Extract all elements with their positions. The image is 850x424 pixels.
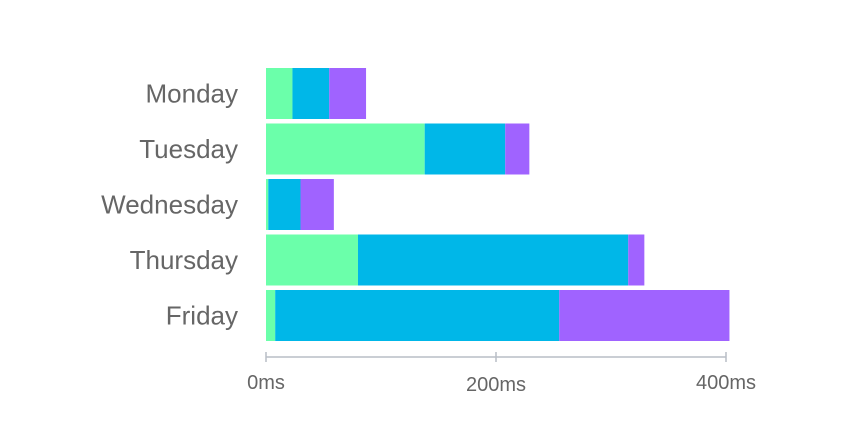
bar-monday-segment-1 bbox=[266, 68, 293, 119]
bar-thursday-segment-2 bbox=[358, 234, 629, 286]
bar-wednesday-segment-3 bbox=[300, 179, 334, 230]
bar-thursday-segment-3 bbox=[628, 234, 645, 286]
x-tick-label-400: 400ms bbox=[696, 372, 756, 394]
x-tick-label-200: 200ms bbox=[466, 374, 526, 396]
bars-group bbox=[266, 68, 730, 341]
bar-tuesday-segment-1 bbox=[266, 123, 425, 175]
bar-monday-segment-2 bbox=[292, 68, 330, 119]
bar-thursday-segment-1 bbox=[266, 234, 358, 286]
category-label-monday: Monday bbox=[146, 79, 239, 109]
bar-friday-segment-2 bbox=[275, 290, 560, 341]
bar-tuesday-segment-3 bbox=[505, 123, 530, 175]
x-axis-ticks: 0ms 200ms 400ms bbox=[247, 352, 756, 396]
category-label-friday: Friday bbox=[166, 301, 238, 331]
category-label-tuesday: Tuesday bbox=[139, 134, 238, 164]
bar-monday-segment-3 bbox=[329, 68, 367, 119]
x-tick-label-0: 0ms bbox=[247, 372, 285, 394]
category-label-thursday: Thursday bbox=[130, 245, 238, 275]
bar-tuesday-segment-2 bbox=[424, 123, 506, 175]
bar-wednesday-segment-1 bbox=[266, 179, 269, 230]
bar-friday-segment-3 bbox=[559, 290, 730, 341]
bar-friday-segment-1 bbox=[266, 290, 276, 341]
bar-wednesday-segment-2 bbox=[268, 179, 301, 230]
category-labels: Monday Tuesday Wednesday Thursday Friday bbox=[101, 79, 238, 331]
category-label-wednesday: Wednesday bbox=[101, 190, 238, 220]
